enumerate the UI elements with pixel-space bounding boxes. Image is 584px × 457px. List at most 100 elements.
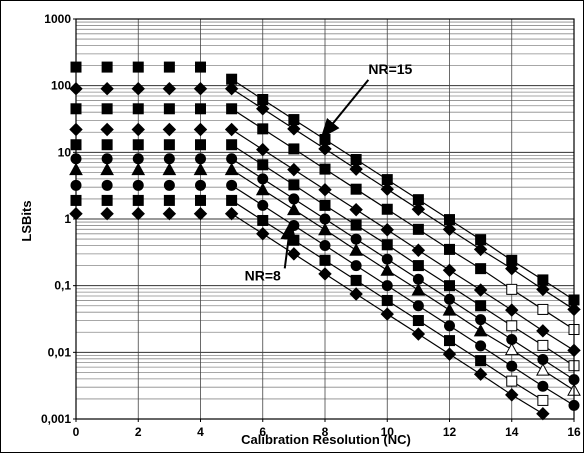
data-point <box>100 122 114 137</box>
data-point <box>444 243 455 255</box>
data-point <box>256 142 270 157</box>
data-point <box>226 73 238 85</box>
data-point <box>506 254 518 266</box>
data-point <box>412 315 424 327</box>
data-point <box>475 340 487 352</box>
data-point <box>412 223 424 235</box>
data-point <box>288 179 300 191</box>
annotation-arrow <box>320 79 370 139</box>
data-point <box>350 219 362 231</box>
x-tick-label: 2 <box>135 425 142 439</box>
data-point <box>195 179 206 191</box>
data-point <box>224 207 239 221</box>
data-point <box>411 202 426 216</box>
data-point <box>506 320 518 332</box>
data-point <box>536 407 550 421</box>
data-point <box>318 142 332 156</box>
data-point <box>444 280 455 292</box>
data-point <box>350 274 362 286</box>
data-point <box>255 182 270 196</box>
data-point <box>193 82 208 96</box>
data-point <box>319 163 331 175</box>
data-point <box>163 179 175 191</box>
data-point <box>257 214 269 226</box>
data-point <box>288 234 300 246</box>
series-line <box>231 129 575 351</box>
y-axis-title: LSBits <box>19 200 34 241</box>
data-point <box>473 323 488 337</box>
data-point <box>349 243 363 256</box>
data-point <box>444 320 455 332</box>
data-point <box>380 263 395 276</box>
data-point <box>101 103 113 115</box>
data-point <box>193 122 208 137</box>
data-point <box>195 139 206 151</box>
y-tick-label: 0,01 <box>48 345 72 359</box>
data-point <box>411 243 426 257</box>
data-point <box>505 303 519 317</box>
data-point <box>319 213 331 225</box>
data-point <box>162 122 177 137</box>
data-point <box>226 179 238 191</box>
grid-lines <box>75 19 575 420</box>
data-point <box>132 103 144 115</box>
data-point <box>132 179 144 191</box>
data-point <box>505 388 519 402</box>
data-point <box>132 194 144 206</box>
data-point <box>475 263 487 275</box>
data-point <box>224 122 239 137</box>
data-point <box>287 202 301 216</box>
data-point <box>163 103 175 115</box>
data-point <box>504 342 519 356</box>
data-point <box>131 82 145 96</box>
data-point <box>475 314 487 326</box>
annotation-arrow <box>280 220 297 269</box>
data-point <box>195 103 206 115</box>
data-point <box>226 194 238 206</box>
data-point <box>101 153 113 165</box>
data-point <box>506 375 518 387</box>
x-tick-label: 6 <box>259 425 266 439</box>
data-point <box>226 103 238 115</box>
data-point <box>318 267 332 281</box>
data-point <box>442 222 457 237</box>
data-point <box>131 162 146 176</box>
data-point <box>475 355 487 367</box>
data-point <box>163 153 175 165</box>
data-point <box>537 380 549 392</box>
data-point <box>163 61 175 73</box>
data-point <box>381 253 393 265</box>
data-point <box>163 194 175 206</box>
data-point <box>349 202 363 217</box>
x-tick-label: 16 <box>567 425 581 439</box>
data-point <box>411 327 426 341</box>
data-point <box>475 234 487 246</box>
data-point <box>381 239 393 251</box>
data-point <box>381 280 393 292</box>
data-point <box>444 335 455 347</box>
data-point <box>132 139 144 151</box>
data-point <box>412 260 424 272</box>
data-point <box>132 153 144 165</box>
data-point <box>411 282 426 296</box>
data-point <box>381 203 393 215</box>
data-point <box>475 300 487 312</box>
data-point <box>537 339 549 351</box>
y-tick-label: 0,001 <box>41 412 71 426</box>
data-point <box>473 367 488 381</box>
data-point <box>100 207 114 221</box>
data-point <box>537 274 549 286</box>
data-point <box>319 240 331 252</box>
data-point <box>506 360 518 372</box>
data-point <box>257 123 269 135</box>
data-point <box>349 287 363 301</box>
data-point <box>442 303 457 316</box>
data-point <box>537 303 549 315</box>
data-point <box>350 233 362 245</box>
data-point <box>193 207 208 221</box>
data-point <box>380 182 394 196</box>
data-point <box>350 183 362 195</box>
data-point <box>195 194 206 206</box>
data-point <box>473 283 488 297</box>
data-point <box>101 139 113 151</box>
